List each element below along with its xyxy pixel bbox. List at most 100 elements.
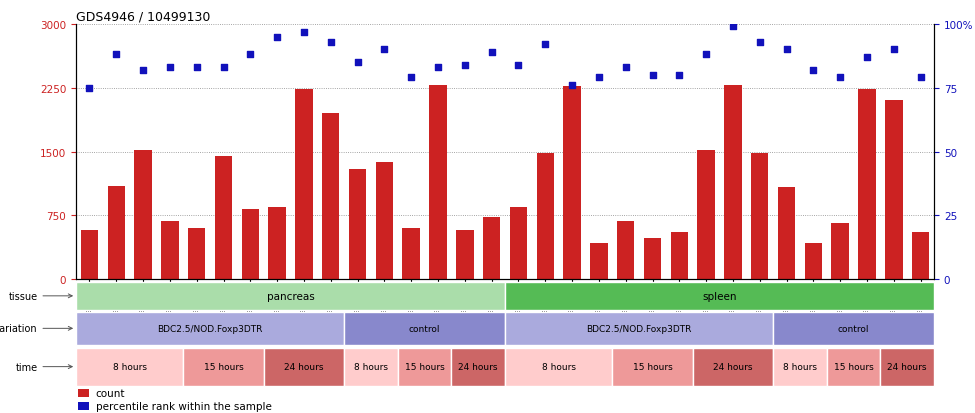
Point [591, 75, 606, 82]
Bar [456, 230, 474, 280]
FancyBboxPatch shape [880, 348, 934, 386]
Point [296, 29, 312, 36]
Text: 15 hours: 15 hours [633, 362, 673, 371]
Bar [671, 232, 688, 280]
FancyBboxPatch shape [398, 348, 451, 386]
Point [430, 65, 446, 71]
Text: time: time [16, 362, 72, 372]
FancyBboxPatch shape [76, 282, 505, 310]
Point [511, 62, 526, 69]
Text: pancreas: pancreas [267, 291, 314, 301]
FancyBboxPatch shape [505, 282, 934, 310]
Text: 24 hours: 24 hours [284, 362, 324, 371]
Bar [751, 154, 768, 280]
Point [404, 75, 419, 82]
Text: spleen: spleen [702, 291, 737, 301]
Point [565, 83, 580, 89]
Bar [214, 157, 232, 280]
FancyBboxPatch shape [773, 348, 827, 386]
Point [108, 52, 124, 59]
FancyBboxPatch shape [344, 348, 398, 386]
Text: control: control [409, 324, 441, 333]
Bar [858, 90, 876, 280]
Point [215, 65, 231, 71]
Text: 8 hours: 8 hours [113, 362, 146, 371]
Bar [188, 229, 206, 280]
Bar [617, 222, 635, 280]
Point [672, 72, 687, 79]
FancyBboxPatch shape [76, 348, 183, 386]
Text: 8 hours: 8 hours [354, 362, 388, 371]
Bar [832, 223, 849, 280]
Bar [536, 154, 554, 280]
Bar [135, 150, 152, 280]
Point [725, 24, 741, 31]
Bar [78, 389, 89, 397]
Point [376, 47, 392, 54]
Point [269, 34, 285, 41]
Text: BDC2.5/NOD.Foxp3DTR: BDC2.5/NOD.Foxp3DTR [586, 324, 692, 333]
FancyBboxPatch shape [773, 312, 934, 345]
Text: BDC2.5/NOD.Foxp3DTR: BDC2.5/NOD.Foxp3DTR [157, 324, 263, 333]
Bar [483, 218, 500, 280]
Text: 24 hours: 24 hours [458, 362, 498, 371]
FancyBboxPatch shape [451, 348, 505, 386]
Bar [885, 101, 903, 280]
FancyBboxPatch shape [692, 348, 773, 386]
Bar [81, 230, 98, 280]
Bar [590, 243, 607, 280]
Point [752, 39, 767, 46]
Text: 24 hours: 24 hours [887, 362, 927, 371]
Bar [78, 402, 89, 410]
Point [82, 85, 98, 92]
Point [323, 39, 338, 46]
Bar [268, 207, 286, 280]
Bar [429, 86, 447, 280]
Text: 8 hours: 8 hours [783, 362, 817, 371]
Bar [242, 210, 259, 280]
FancyBboxPatch shape [505, 348, 612, 386]
Bar [295, 89, 313, 280]
Point [859, 55, 875, 61]
Text: 15 hours: 15 hours [834, 362, 874, 371]
Text: percentile rank within the sample: percentile rank within the sample [96, 401, 272, 411]
Text: tissue: tissue [9, 291, 72, 301]
Point [913, 75, 928, 82]
Point [136, 67, 151, 74]
Bar [322, 114, 339, 280]
Bar [349, 169, 367, 280]
Bar [644, 238, 661, 280]
Point [886, 47, 902, 54]
FancyBboxPatch shape [344, 312, 505, 345]
Bar [510, 207, 527, 280]
Bar [564, 87, 581, 280]
Text: 8 hours: 8 hours [542, 362, 575, 371]
Point [189, 65, 205, 71]
Bar [912, 233, 929, 280]
FancyBboxPatch shape [827, 348, 880, 386]
Point [243, 52, 258, 59]
Point [644, 72, 660, 79]
Point [350, 60, 366, 66]
Point [618, 65, 634, 71]
Point [698, 52, 714, 59]
Point [162, 65, 177, 71]
Bar [161, 222, 178, 280]
Bar [107, 186, 125, 280]
Text: genotype/variation: genotype/variation [0, 323, 72, 334]
FancyBboxPatch shape [183, 348, 263, 386]
Point [537, 42, 553, 48]
FancyBboxPatch shape [76, 312, 344, 345]
Bar [724, 86, 742, 280]
Bar [778, 188, 796, 280]
Text: control: control [838, 324, 870, 333]
Point [805, 67, 821, 74]
Point [457, 62, 473, 69]
FancyBboxPatch shape [505, 312, 773, 345]
Text: count: count [96, 388, 125, 398]
Bar [804, 243, 822, 280]
Point [779, 47, 795, 54]
Text: 15 hours: 15 hours [204, 362, 244, 371]
Bar [697, 150, 715, 280]
Point [484, 50, 499, 56]
